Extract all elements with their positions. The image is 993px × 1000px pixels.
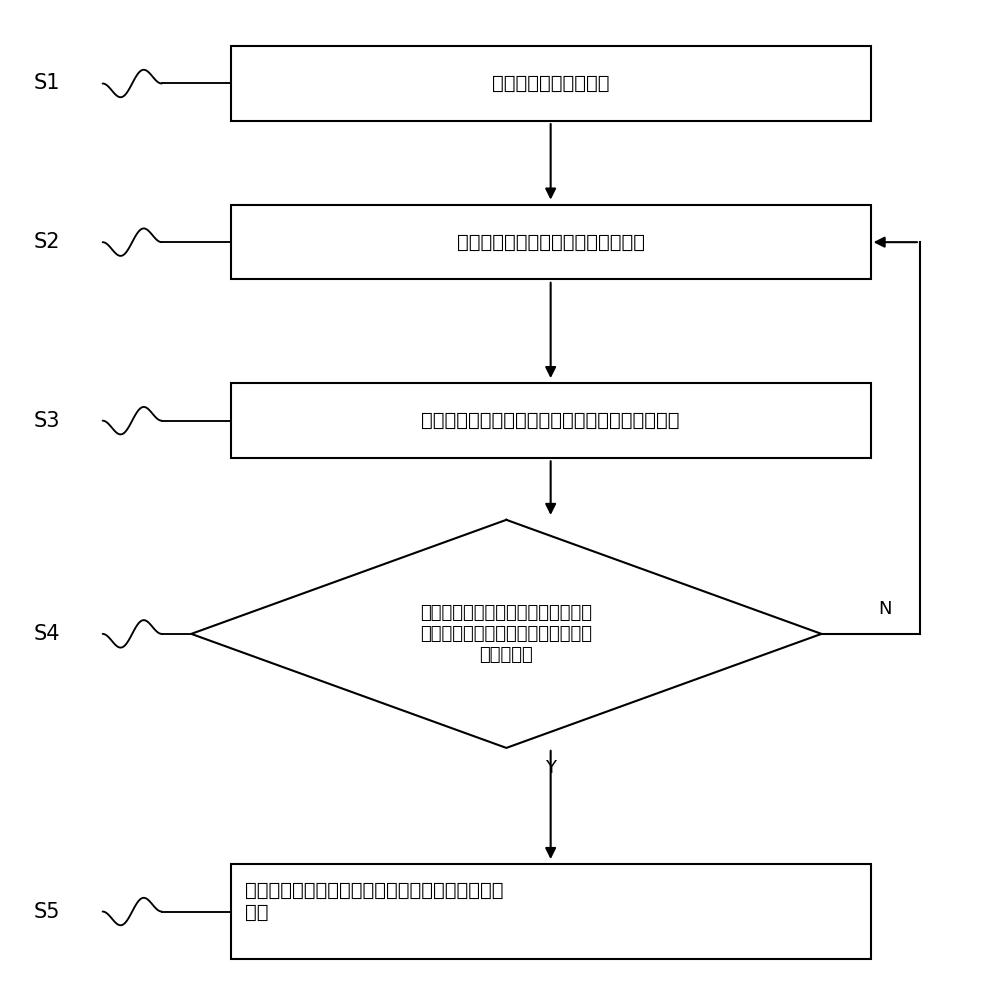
FancyBboxPatch shape (230, 46, 871, 121)
Text: 获取室外机换热器内冷媒的蒸发温度: 获取室外机换热器内冷媒的蒸发温度 (457, 233, 644, 252)
Text: 根据室外机换热器内冷媒的蒸发温度进行延缓结霜
控制: 根据室外机换热器内冷媒的蒸发温度进行延缓结霜 控制 (245, 881, 503, 922)
Text: 获取制热模式开启指令: 获取制热模式开启指令 (492, 74, 610, 93)
FancyBboxPatch shape (230, 205, 871, 279)
Text: S3: S3 (34, 411, 61, 431)
FancyBboxPatch shape (230, 864, 871, 959)
Text: S4: S4 (34, 624, 61, 644)
Polygon shape (192, 520, 821, 748)
Text: S2: S2 (34, 232, 61, 252)
Text: Y: Y (545, 759, 556, 777)
Text: N: N (879, 600, 892, 618)
Text: 根据室外机换热器内冷媒的蒸发温度
与露点温度判断室外机换热器是否存
在结霜风险: 根据室外机换热器内冷媒的蒸发温度 与露点温度判断室外机换热器是否存 在结霜风险 (420, 604, 593, 664)
FancyBboxPatch shape (230, 383, 871, 458)
Text: S5: S5 (34, 902, 61, 922)
Text: 通过室外机定位装置获取室外机所在地的露点温度: 通过室外机定位装置获取室外机所在地的露点温度 (421, 411, 680, 430)
Text: S1: S1 (34, 73, 61, 93)
